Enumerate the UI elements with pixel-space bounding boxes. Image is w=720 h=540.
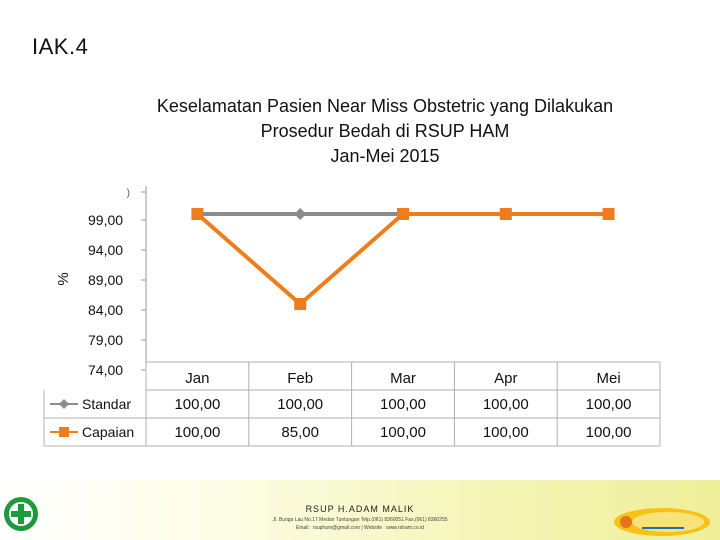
footer: RSUP H.ADAM MALIK Jl. Bunga Lau No.17 Me… [0, 480, 720, 540]
data-table-value: 100,00 [483, 424, 529, 441]
data-table-value: 100,00 [586, 396, 632, 413]
legend-marker [59, 399, 69, 409]
data-table-value: 100,00 [483, 396, 529, 413]
ministry-logo-icon [4, 497, 38, 531]
data-point-capaian [499, 208, 512, 220]
data-table-value: 100,00 [380, 424, 426, 441]
chart-title: Keselamatan Pasien Near Miss Obstetric y… [100, 94, 670, 169]
legend-marker [59, 427, 69, 437]
y-tick-label: 89,00 [88, 272, 123, 288]
footer-bar [0, 480, 720, 540]
x-tick-label: Jan [185, 370, 209, 387]
y-axis-label: % [55, 272, 72, 285]
y-tick-label-top: ) [127, 188, 130, 199]
data-point-capaian [397, 208, 409, 220]
chart-title-line-2: Prosedur Bedah di RSUP HAM [260, 121, 510, 141]
hospital-logo-icon [614, 508, 710, 536]
chart: ) 74,00 79,00 84,00 89,00 94,00 99,00% Jan Feb Ma… [43, 186, 661, 447]
y-tick-label: 74,00 [88, 362, 123, 378]
y-tick-label: 84,00 [88, 302, 123, 318]
y-tick-label: 94,00 [88, 242, 123, 258]
data-table-value: 100,00 [174, 396, 220, 413]
footer-contact: Email : rsupham@gmail.com | Website : ww… [296, 525, 424, 531]
x-tick-label: Apr [494, 370, 517, 387]
y-tick-label: 79,00 [88, 332, 123, 348]
data-point-capaian [294, 298, 307, 310]
chart-title-line-3: Jan-Mei 2015 [330, 146, 440, 166]
data-table-value: 100,00 [174, 424, 220, 441]
data-table-value: 100,00 [277, 396, 323, 413]
data-table-value: 85,00 [281, 424, 319, 441]
legend-label: Capaian [82, 424, 134, 440]
x-tick-label: Feb [287, 370, 313, 387]
data-point-capaian [602, 208, 615, 220]
data-table-value: 100,00 [586, 424, 632, 441]
x-tick-label: Mei [597, 370, 621, 387]
footer-address: Jl. Bunga Lau No.17 Medan Tuntungan Telp… [272, 517, 448, 523]
data-point-standar [294, 208, 307, 220]
footer-hospital-name: RSUP H.ADAM MALIK [305, 504, 415, 514]
chart-title-line-1: Keselamatan Pasien Near Miss Obstetric y… [156, 96, 614, 116]
slide-label: IAK.4 [32, 34, 89, 59]
y-tick-label: 99,00 [88, 212, 123, 228]
data-point-capaian [191, 208, 204, 220]
data-table-value: 100,00 [380, 396, 426, 413]
series-line-capaian [196, 212, 609, 306]
legend-label: Standar [82, 396, 131, 412]
x-tick-label: Mar [390, 370, 416, 387]
